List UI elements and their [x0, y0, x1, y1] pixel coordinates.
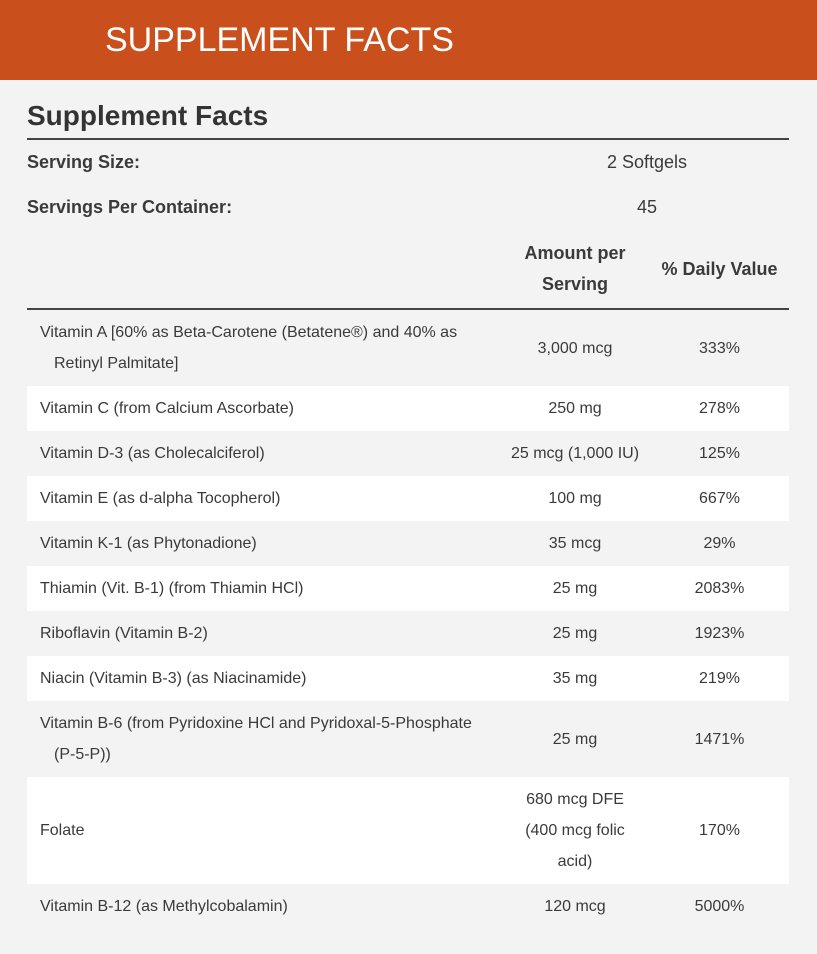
amount: 250 mg — [548, 400, 602, 417]
nutrient-row: Vitamin A [60% as Beta-Carotene (Betaten… — [27, 310, 789, 386]
nutrient-name: Thiamin (Vit. B-1) (from Thiamin HCl) — [40, 580, 304, 597]
daily-value: 333% — [699, 339, 740, 357]
nutrient-row: Vitamin E (as d-alpha Tocopherol) 100 mg 6… — [27, 476, 789, 521]
amount: 35 mg — [552, 670, 598, 687]
nutrient-row: Vitamin B-6 (from Pyridoxine HCl and Pyr… — [27, 701, 789, 777]
nutrient-name: Vitamin E (as d-alpha Tocopherol) — [40, 490, 281, 507]
nutrient-row: Vitamin C (from Calcium Ascorbate) 250 mg… — [27, 386, 789, 431]
amount: 3,000 mcg — [537, 339, 613, 357]
label: Servings Per Container: — [27, 197, 233, 217]
nutrient-name: Vitamin D-3 (as Cholecalciferol) — [40, 445, 265, 462]
daily-value: 219% — [699, 670, 740, 687]
facts-table: Vitamin A [60% as Beta-Carotene (Betaten… — [27, 310, 789, 929]
daily-value: 170% — [699, 822, 740, 839]
label: Serving Size: — [27, 152, 141, 172]
daily-value: 1471% — [694, 730, 745, 748]
nutrient-row: Vitamin D-3 (as Cholecalciferol) 25 mcg (… — [27, 431, 789, 476]
daily-value: 2083% — [694, 580, 745, 597]
column-header: Amount per Serving % Daily Value — [27, 230, 789, 310]
nutrient-name: Vitamin C (from Calcium Ascorbate) — [40, 400, 294, 417]
nutrient-name: Niacin (Vitamin B-3) (as Niacinamide) — [40, 670, 307, 687]
nutrient-name: Vitamin B-12 (as Methylcobalamin) — [40, 898, 288, 915]
daily-value: 125% — [699, 445, 740, 462]
value: 45 — [636, 197, 658, 217]
daily-value: 29% — [703, 535, 736, 552]
nutrient-name: Riboflavin (Vitamin B-2) — [40, 625, 208, 642]
facts-title: Supplement Facts — [27, 98, 789, 140]
daily-value-header: % Daily Value — [661, 258, 778, 279]
servings-per-container: Servings Per Container: 45 — [27, 185, 789, 230]
facts-panel: Supplement Facts Serving Size: 2 Softgel… — [27, 80, 789, 929]
nutrient-name: Folate — [40, 822, 85, 839]
nutrient-row: Vitamin B-12 (as Methylcobalamin) 120 mcg… — [27, 884, 789, 929]
nutrient-name: Vitamin A [60% as Beta-Carotene (Betaten… — [40, 324, 458, 372]
daily-value: 1923% — [694, 625, 745, 642]
serving-size: Serving Size: 2 Softgels — [27, 140, 789, 185]
daily-value: 5000% — [694, 898, 745, 915]
daily-value: 667% — [699, 490, 740, 507]
nutrient-name: Vitamin K-1 (as Phytonadione) — [40, 535, 257, 552]
amount: 25 mg — [552, 580, 598, 597]
header-title: SUPPLEMENT FACTS — [0, 0, 817, 80]
nutrient-row: Niacin (Vitamin B-3) (as Niacinamide) 35 … — [27, 656, 789, 701]
nutrient-row: Vitamin K-1 (as Phytonadione) 35 mcg 29% — [27, 521, 789, 566]
nutrient-row: Thiamin (Vit. B-1) (from Thiamin HCl) 25 … — [27, 566, 789, 611]
daily-value: 278% — [699, 400, 740, 417]
amount: 25 mg — [552, 730, 598, 748]
nutrient-row: Folate 680 mcg DFE (400 mcg folic acid) 17… — [27, 777, 789, 884]
amount: 100 mg — [548, 490, 602, 507]
nutrient-name: Vitamin B-6 (from Pyridoxine HCl and Pyr… — [40, 715, 472, 763]
amount-header: Amount per Serving — [524, 243, 626, 294]
amount: 120 mcg — [544, 898, 606, 915]
amount: 25 mg — [552, 625, 598, 642]
amount: 25 mcg (1,000 IU) — [510, 445, 640, 462]
nutrient-row: Riboflavin (Vitamin B-2) 25 mg 1923% — [27, 611, 789, 656]
value: 2 Softgels — [606, 152, 688, 172]
amount: 35 mcg — [548, 535, 602, 552]
amount: 680 mcg DFE (400 mcg folic acid) — [525, 791, 625, 870]
